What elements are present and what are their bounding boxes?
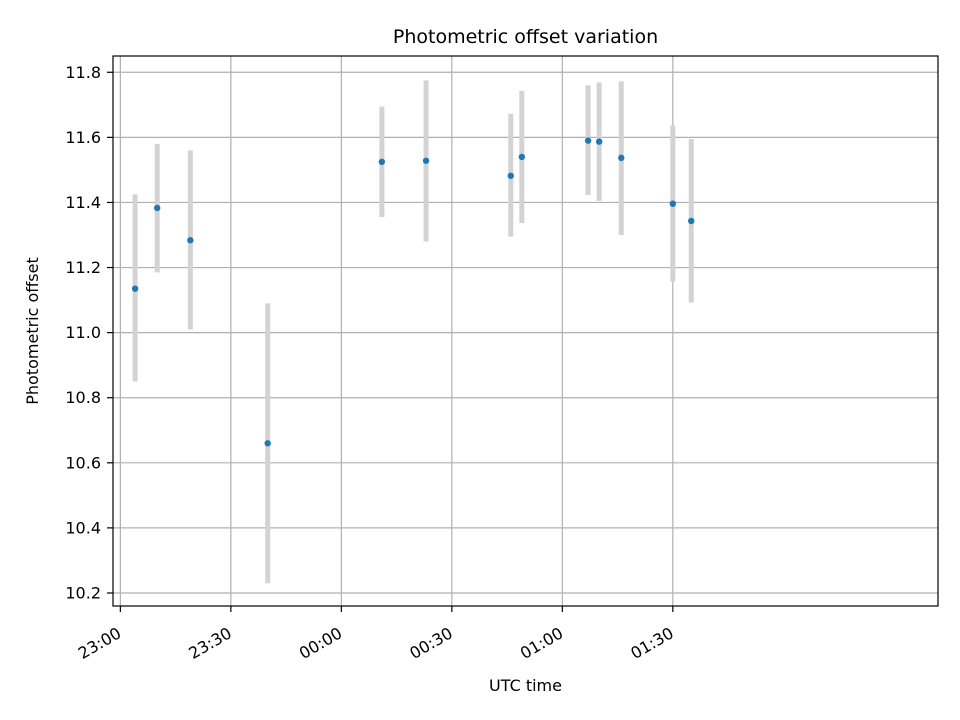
data-point: [131, 285, 139, 292]
x-tick-label: 01:30: [627, 623, 676, 663]
y-tick-label: 10.2: [65, 583, 101, 602]
data-point: [584, 137, 592, 144]
data-point: [618, 154, 625, 162]
y-tick-label: 11.6: [65, 128, 101, 147]
data-point: [264, 440, 271, 447]
data-point: [518, 153, 526, 161]
data-point: [187, 237, 194, 244]
chart-title: Photometric offset variation: [393, 26, 658, 48]
data-points: [131, 137, 695, 447]
data-point: [507, 172, 514, 179]
y-tick-label: 11.2: [65, 258, 101, 277]
y-tick-label: 10.8: [65, 388, 101, 407]
y-tick-label: 11.0: [65, 323, 101, 342]
data-point: [153, 204, 161, 212]
y-tick-label: 11.8: [65, 63, 101, 82]
data-point: [378, 158, 386, 165]
data-point: [669, 200, 677, 207]
data-point: [595, 138, 603, 145]
y-tick-label: 10.6: [65, 453, 101, 472]
x-axis-label: UTC time: [489, 676, 562, 695]
x-tick-label: 23:30: [185, 623, 234, 663]
data-point: [688, 217, 695, 225]
y-axis-label: Photometric offset: [23, 257, 42, 405]
x-tick-label: 00:00: [296, 623, 345, 663]
y-tick-label: 11.4: [65, 193, 101, 212]
plot-frame: [112, 55, 939, 607]
error-bars: [132, 80, 694, 584]
x-tick-label: 00:30: [406, 623, 455, 663]
data-point: [422, 157, 430, 164]
x-tick-label: 01:00: [517, 623, 566, 663]
grid: [113, 56, 938, 606]
y-tick-label: 10.4: [65, 518, 101, 537]
x-tick-label: 23:00: [75, 623, 124, 663]
